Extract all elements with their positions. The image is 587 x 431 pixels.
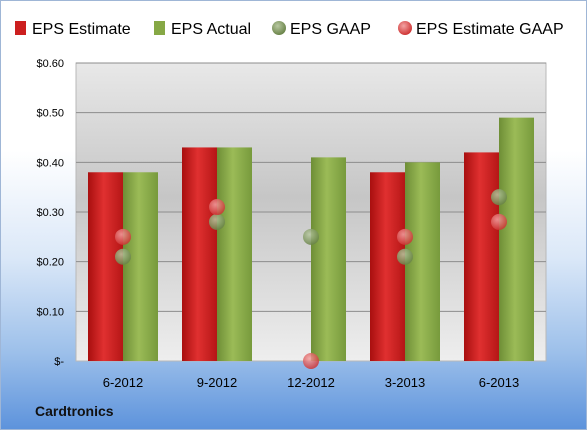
legend-swatch-eps-estimate <box>15 21 26 35</box>
marker-eps-estimate-gaap <box>115 228 131 245</box>
marker-eps-estimate-gaap <box>491 213 507 230</box>
legend-label-eps-estimate-gaap: EPS Estimate GAAP <box>416 21 564 38</box>
y-tick-label: $0.30 <box>36 207 64 219</box>
y-tick-label: $0.20 <box>36 257 64 269</box>
legend-label-eps-estimate: EPS Estimate <box>32 21 131 38</box>
bar-eps-estimate <box>370 172 405 361</box>
y-tick-label: $0.10 <box>36 306 64 318</box>
marker-eps-gaap <box>397 248 413 265</box>
y-tick-label: $0.60 <box>36 58 64 70</box>
marker-eps-gaap <box>209 213 225 230</box>
y-axis-tick-labels: $- $0.10 $0.20 $0.30 $0.40 $0.50 $0.60 <box>36 58 64 368</box>
x-tick-label: 9-2012 <box>197 375 237 390</box>
marker-eps-gaap <box>491 189 507 206</box>
marker-eps-estimate-gaap <box>397 228 413 245</box>
y-tick-label: $0.50 <box>36 108 64 120</box>
legend-label-eps-actual: EPS Actual <box>171 21 251 38</box>
y-tick-label: $0.40 <box>36 157 64 169</box>
marker-eps-gaap <box>115 248 131 265</box>
markers <box>115 189 507 369</box>
legend-label-eps-gaap: EPS GAAP <box>290 21 371 38</box>
bar-eps-actual <box>217 147 252 361</box>
legend-swatch-eps-actual <box>154 21 165 35</box>
bar-eps-actual <box>123 172 158 361</box>
bar-eps-estimate <box>464 152 499 361</box>
legend-swatch-eps-estimate-gaap <box>398 21 412 35</box>
x-tick-label: 6-2013 <box>479 375 519 390</box>
x-tick-label: 3-2013 <box>385 375 425 390</box>
legend-swatch-eps-gaap <box>272 21 286 35</box>
marker-eps-estimate-gaap <box>303 353 319 369</box>
x-axis-tick-labels: 6-2012 9-2012 12-2012 3-2013 6-2013 <box>103 375 519 390</box>
y-tick-label: $- <box>54 356 64 368</box>
x-tick-label: 6-2012 <box>103 375 143 390</box>
bar-eps-estimate <box>88 172 123 361</box>
company-name: Cardtronics <box>35 403 114 419</box>
marker-eps-estimate-gaap <box>209 199 225 216</box>
marker-eps-gaap <box>303 228 319 245</box>
bar-eps-actual <box>311 157 346 361</box>
bar-eps-actual <box>499 117 534 361</box>
x-tick-label: 12-2012 <box>287 375 335 390</box>
legend: EPS Estimate EPS Actual EPS GAAP EPS Estima… <box>15 21 564 38</box>
bar-eps-estimate <box>182 147 217 361</box>
